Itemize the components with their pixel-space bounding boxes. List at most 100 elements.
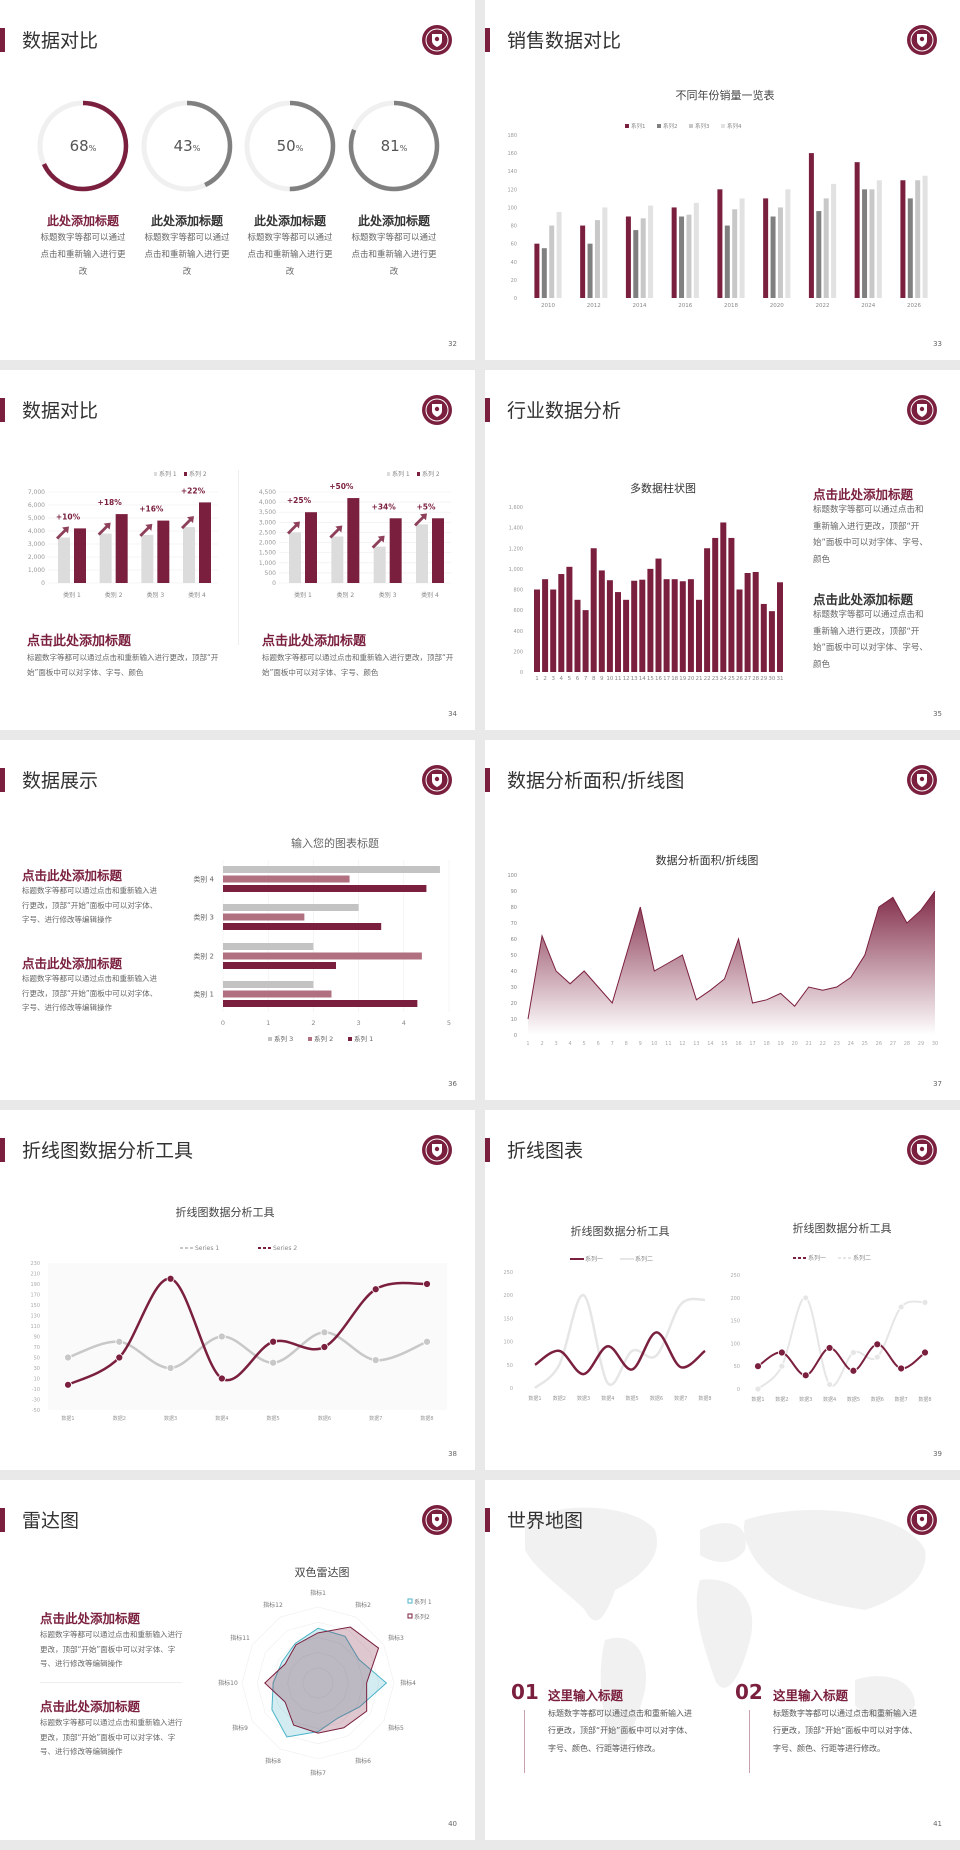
growth-arrow-icon: [56, 526, 69, 540]
percent-sign: %: [400, 144, 408, 153]
x-tick-label: 数据7: [674, 1395, 687, 1402]
slide-38[interactable]: 折线图数据分析工具 折线图数据分析工具 -50 -30 -10 10 30 50 70 90 11…: [0, 1110, 475, 1470]
y-tick-label: -50: [32, 1408, 40, 1414]
x-tick-label: 1: [526, 1041, 529, 1047]
bar: [590, 548, 597, 672]
x-tick-label: 20: [687, 676, 694, 682]
bar: [223, 962, 336, 969]
slide-33[interactable]: 销售数据对比 不同年份销量一览表 系列1 系列2 系列3 系列4 0 20 40 60 80 100…: [485, 0, 960, 360]
title-accent-bar: [485, 398, 490, 422]
legend-label: 系列2: [663, 122, 678, 130]
bar: [223, 923, 382, 930]
data-point: [897, 1303, 905, 1311]
slide-36[interactable]: 数据展示 输入您的图表标题 0 1 2 3 4 5 类别 1 类别 2 类别 3 类别 4 系列 3 系…: [0, 740, 475, 1100]
x-tick-label: 9: [639, 1041, 642, 1047]
axis-label: 指标2: [355, 1601, 371, 1609]
x-tick-label: 数据4: [601, 1395, 614, 1402]
chart-title: 输入您的图表标题: [291, 836, 379, 850]
y-tick-label: 类别 1: [193, 990, 214, 999]
x-tick-label: 数据4: [215, 1415, 228, 1422]
y-tick-label: 1,500: [259, 550, 276, 557]
x-tick-label: 类别 3: [146, 591, 164, 599]
slide-37[interactable]: 数据分析面积/折线图 数据分析面积/折线图 0 10 20 30 40 50 60 70 80 90…: [485, 740, 960, 1100]
x-tick-label: 3: [357, 1019, 361, 1027]
x-tick-label: 数据7: [895, 1396, 908, 1403]
bar: [115, 514, 128, 583]
chart-title: 双色雷达图: [295, 1565, 350, 1579]
x-tick-label: 8: [625, 1041, 628, 1047]
growth-arrow-icon: [329, 525, 343, 539]
data-point: [217, 1332, 226, 1341]
slide-41[interactable]: 世界地图 01 这里输入标题 标题数字等都可以通过点击和重新输入进行更改，顶部“…: [485, 1480, 960, 1840]
bar: [602, 207, 608, 298]
bar: [768, 611, 775, 672]
bar: [331, 536, 344, 583]
x-tick-label: 27: [890, 1041, 896, 1047]
growth-arrow-icon: [287, 521, 300, 535]
bar: [542, 579, 549, 672]
slide-40[interactable]: 雷达图 双色雷达图 指标1 指标2 指标3 指标4 指标5 指标6 指标7 指标8 指标9 指标10…: [0, 1480, 475, 1840]
bar: [648, 205, 654, 298]
bar: [141, 534, 154, 583]
x-tick-label: 12: [623, 676, 630, 682]
bar: [223, 1000, 418, 1007]
legend-label: 系列 2: [314, 1034, 333, 1043]
bar: [566, 566, 573, 672]
growth-arrow-icon: [139, 523, 153, 537]
y-tick-label: 170: [30, 1293, 40, 1299]
x-tick-label: 18: [763, 1041, 769, 1047]
block-title: 点击此处添加标题: [40, 1611, 141, 1626]
bar: [582, 610, 589, 672]
legend-label: 系列 3: [274, 1034, 293, 1043]
chart-title: 折线图数据分析工具: [793, 1221, 892, 1235]
ring-value-label: 81%: [381, 137, 408, 155]
ring-progress: [141, 100, 233, 192]
ring-progress: [244, 100, 336, 192]
data-point: [64, 1353, 72, 1362]
block-text: 标题数字等都可以通过点击和重新输入进行更改，顶部“开始”面板中可以对字体、字号、…: [22, 974, 158, 1012]
x-tick-label: 数据8: [420, 1415, 433, 1422]
slide-35[interactable]: 行业数据分析 多数据柱状图 0 200 400 600 800 1,000 1,200 1,40…: [485, 370, 960, 730]
y-tick-label: 50: [511, 953, 517, 959]
bar: [693, 202, 699, 298]
radar-series: [264, 1626, 380, 1734]
y-tick-label: 0: [514, 296, 517, 302]
block-text: 标题数字等都可以通过点击和重新输入进行更改，顶部“开始”面板中可以对字体、字号、…: [548, 1709, 693, 1753]
university-seal-icon: [422, 395, 452, 425]
slide-39[interactable]: 折线图表 折线图数据分析工具 0 50 100 150 200 250 数据1 数据2 数据3 数据…: [485, 1110, 960, 1470]
block-title: 这里输入标题: [773, 1688, 849, 1703]
block-text: 标题数字等都可以通过点击和重新输入进行更改，顶部“开始”面板中可以对字体、字号、…: [813, 505, 928, 565]
university-seal-icon: [422, 765, 452, 795]
y-tick-label: 10: [511, 1017, 517, 1023]
chart-title: 多数据柱状图: [630, 481, 696, 495]
x-tick-label: 数据1: [528, 1395, 541, 1402]
legend-label: 系列 2: [189, 470, 207, 478]
x-tick-label: 7: [611, 1041, 614, 1047]
x-tick-label: 1: [535, 676, 539, 682]
x-tick-label: 27: [744, 676, 751, 682]
x-tick-label: 21: [696, 676, 703, 682]
x-tick-label: 数据5: [847, 1396, 860, 1403]
x-tick-label: 类别 4: [421, 591, 439, 599]
x-tick-label: 数据5: [267, 1415, 280, 1422]
y-tick-label: 200: [503, 1293, 513, 1299]
slide-title: 数据对比: [22, 30, 99, 52]
x-tick-label: 2014: [633, 303, 647, 309]
axis-label: 指标8: [265, 1757, 281, 1765]
slide-32[interactable]: 数据对比 68% 43% 50% 81% 此处添加标题 此处添加标题 此处添加标题 此…: [0, 0, 475, 360]
axis-label: 指标11: [230, 1634, 250, 1642]
x-tick-label: 数据2: [553, 1395, 566, 1402]
y-tick-label: 50: [507, 1363, 513, 1369]
data-point: [921, 1348, 929, 1357]
y-tick-label: 600: [513, 608, 523, 614]
y-tick-label: 250: [503, 1270, 513, 1276]
block-title: 这里输入标题: [548, 1688, 624, 1703]
radar-grid: [241, 1606, 395, 1760]
bar: [732, 209, 738, 298]
data-point: [897, 1364, 906, 1373]
slide-34[interactable]: 数据对比 0 1,000 2,000 3,000 4,000 5,000 6,000 7,00…: [0, 370, 475, 730]
bar: [736, 589, 743, 672]
x-tick-label: 29: [918, 1041, 924, 1047]
legend-swatch: [348, 1037, 352, 1041]
x-tick-label: 数据6: [871, 1396, 884, 1403]
